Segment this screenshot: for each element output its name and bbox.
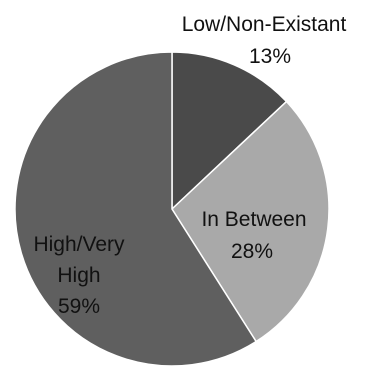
label-in-between: In Between (201, 208, 306, 231)
slice-in-between (171, 100, 330, 343)
pie-slices (14, 51, 330, 366)
value-in-between: 28% (231, 240, 273, 263)
label-low-nonexistant: Low/Non-Existant (182, 13, 347, 36)
slice-low-nonexistant (171, 51, 288, 211)
value-high-very-high: 59% (58, 295, 100, 318)
label-high-very-high-line1: High/Very (33, 233, 125, 256)
label-high-very-high-line2: High (57, 264, 100, 287)
value-low-nonexistant: 13% (249, 45, 291, 68)
